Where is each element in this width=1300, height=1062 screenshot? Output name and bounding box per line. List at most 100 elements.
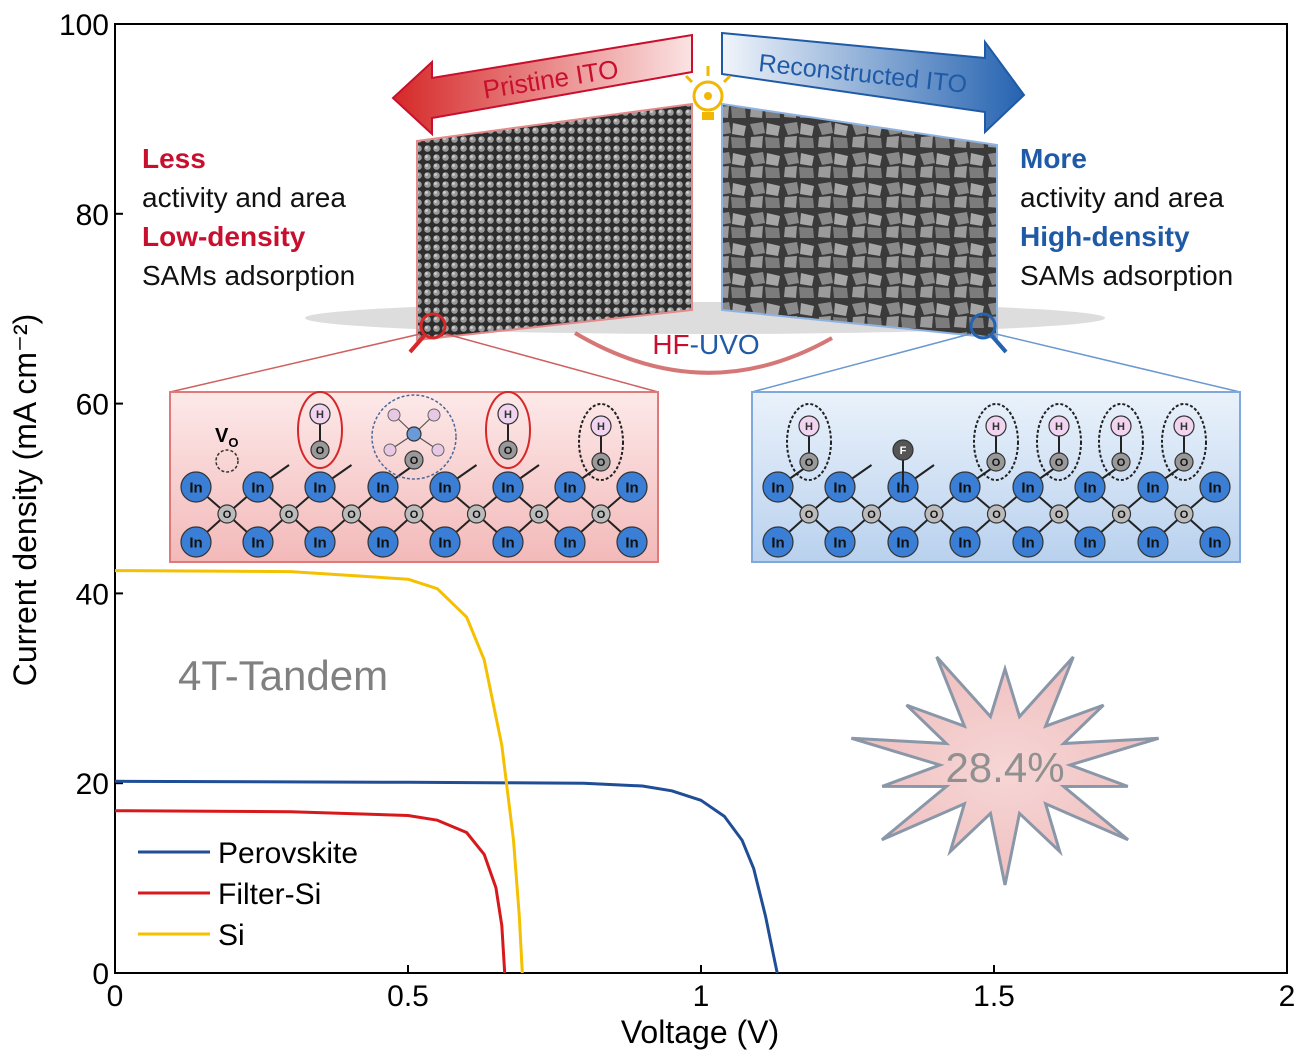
oxygen-atom: O [1049, 504, 1069, 524]
svg-text:In: In [771, 479, 784, 496]
svg-text:In: In [833, 534, 846, 551]
oxygen-atom: O [404, 450, 424, 470]
x-tick-label: 0 [107, 980, 124, 1013]
oxygen-atom: O [1111, 504, 1132, 524]
svg-text:In: In [313, 534, 326, 551]
svg-text:O: O [1055, 457, 1064, 469]
indium-atom: In [367, 526, 399, 558]
oxygen-atom: O [799, 452, 819, 472]
svg-text:In: In [833, 479, 846, 496]
indium-atom: In [304, 526, 336, 558]
svg-text:H: H [1117, 421, 1125, 433]
oxygen-atom: O [986, 452, 1006, 472]
inset-schematic: Pristine ITO Reconstructed ITO HF-UVO [142, 31, 1241, 563]
x-tick-label: 0.5 [387, 980, 429, 1013]
indium-atom: In [1137, 471, 1169, 503]
indium-atom: In [492, 526, 524, 558]
indium-atom: In [1137, 526, 1169, 558]
hydrogen-atom: H [1173, 415, 1195, 437]
svg-text:activity and area: activity and area [1020, 182, 1224, 213]
oxygen-atom: O [279, 504, 299, 524]
oxygen-atom: O [1174, 452, 1194, 472]
svg-text:activity and area: activity and area [142, 182, 346, 213]
oxygen-atom: O [1111, 452, 1131, 472]
indium-atom: In [824, 471, 856, 503]
magnifier-icon [408, 312, 447, 354]
svg-text:In: In [1021, 534, 1034, 551]
sem-image-reconstructed [721, 102, 998, 340]
legend-label: Perovskite [218, 837, 358, 870]
series-filter-si [114, 809, 507, 974]
svg-text:In: In [1146, 479, 1159, 496]
indium-atom: In [429, 471, 461, 503]
svg-text:O: O [316, 445, 325, 457]
svg-text:In: In [1083, 479, 1096, 496]
indium-atom: In [762, 471, 794, 503]
y-tick-label: 0 [92, 958, 109, 991]
indium-atom: In [1199, 471, 1231, 503]
oxygen-atom: O [404, 504, 424, 524]
x-tick-label: 2 [1279, 980, 1296, 1013]
oxygen-vacancy [215, 449, 239, 473]
oxygen-atom: O [498, 440, 518, 460]
svg-text:O: O [597, 509, 606, 521]
left-description: Less activity and area Low-density SAMs … [142, 143, 355, 291]
indium-atom: In [887, 526, 919, 558]
svg-text:SAMs adsorption: SAMs adsorption [1020, 260, 1233, 291]
svg-text:In: In [438, 479, 451, 496]
svg-text:In: In [625, 479, 638, 496]
svg-text:In: In [501, 479, 514, 496]
svg-text:Less: Less [142, 143, 206, 174]
indium-atom: In [367, 471, 399, 503]
svg-text:In: In [958, 479, 971, 496]
indium-atom: In [1199, 526, 1231, 558]
svg-text:In: In [1208, 479, 1221, 496]
svg-text:O: O [285, 509, 294, 521]
y-tick-label: 20 [76, 768, 109, 801]
fluorine-atom: F [892, 439, 914, 461]
svg-text:H: H [316, 409, 324, 421]
hydrogen-atom: H [1048, 415, 1070, 437]
svg-text:O: O [410, 509, 419, 521]
oxygen-atom: O [591, 452, 611, 472]
svg-text:O: O [223, 509, 232, 521]
svg-text:H: H [504, 409, 512, 421]
indium-atom: In [304, 471, 336, 503]
svg-text:In: In [376, 534, 389, 551]
hydrogen-atom: H [590, 415, 612, 437]
oxygen-atom: O [591, 504, 611, 524]
indium-atom: In [180, 471, 212, 503]
svg-text:In: In [438, 534, 451, 551]
svg-text:In: In [251, 479, 264, 496]
svg-text:O: O [805, 509, 814, 521]
svg-text:O: O [930, 509, 939, 521]
oxygen-atom: O [924, 504, 944, 524]
vacancy-label: VO [215, 425, 238, 450]
svg-text:H: H [1180, 421, 1188, 433]
oxygen-atom: O [310, 440, 330, 460]
sem-image-pristine [416, 102, 693, 342]
indium-atom [406, 426, 422, 442]
svg-text:In: In [896, 479, 909, 496]
legend: Perovskite Filter-Si Si [138, 837, 358, 952]
hf-uvo-label: HF-UVO [652, 329, 759, 360]
svg-text:In: In [1208, 534, 1221, 551]
efficiency-label: 28.4% [945, 744, 1064, 791]
y-tick-label: 80 [76, 199, 109, 232]
magnifier-icon [969, 312, 1008, 354]
hydrogen-atom: H [798, 415, 820, 437]
svg-text:O: O [992, 457, 1001, 469]
svg-text:SAMs adsorption: SAMs adsorption [142, 260, 355, 291]
indium-atom: In [949, 526, 981, 558]
svg-text:In: In [563, 534, 576, 551]
indium-atom: In [242, 471, 274, 503]
svg-text:In: In [896, 534, 909, 551]
hydrogen-atom: H [1110, 415, 1132, 437]
svg-text:O: O [1180, 457, 1189, 469]
svg-text:H: H [597, 421, 605, 433]
hydrogen-atom: H [985, 415, 1007, 437]
oxygen-atom: O [1049, 452, 1069, 472]
y-tick-label: 60 [76, 389, 109, 422]
oxygen-atom: O [1174, 504, 1194, 524]
indium-atom: In [554, 471, 586, 503]
